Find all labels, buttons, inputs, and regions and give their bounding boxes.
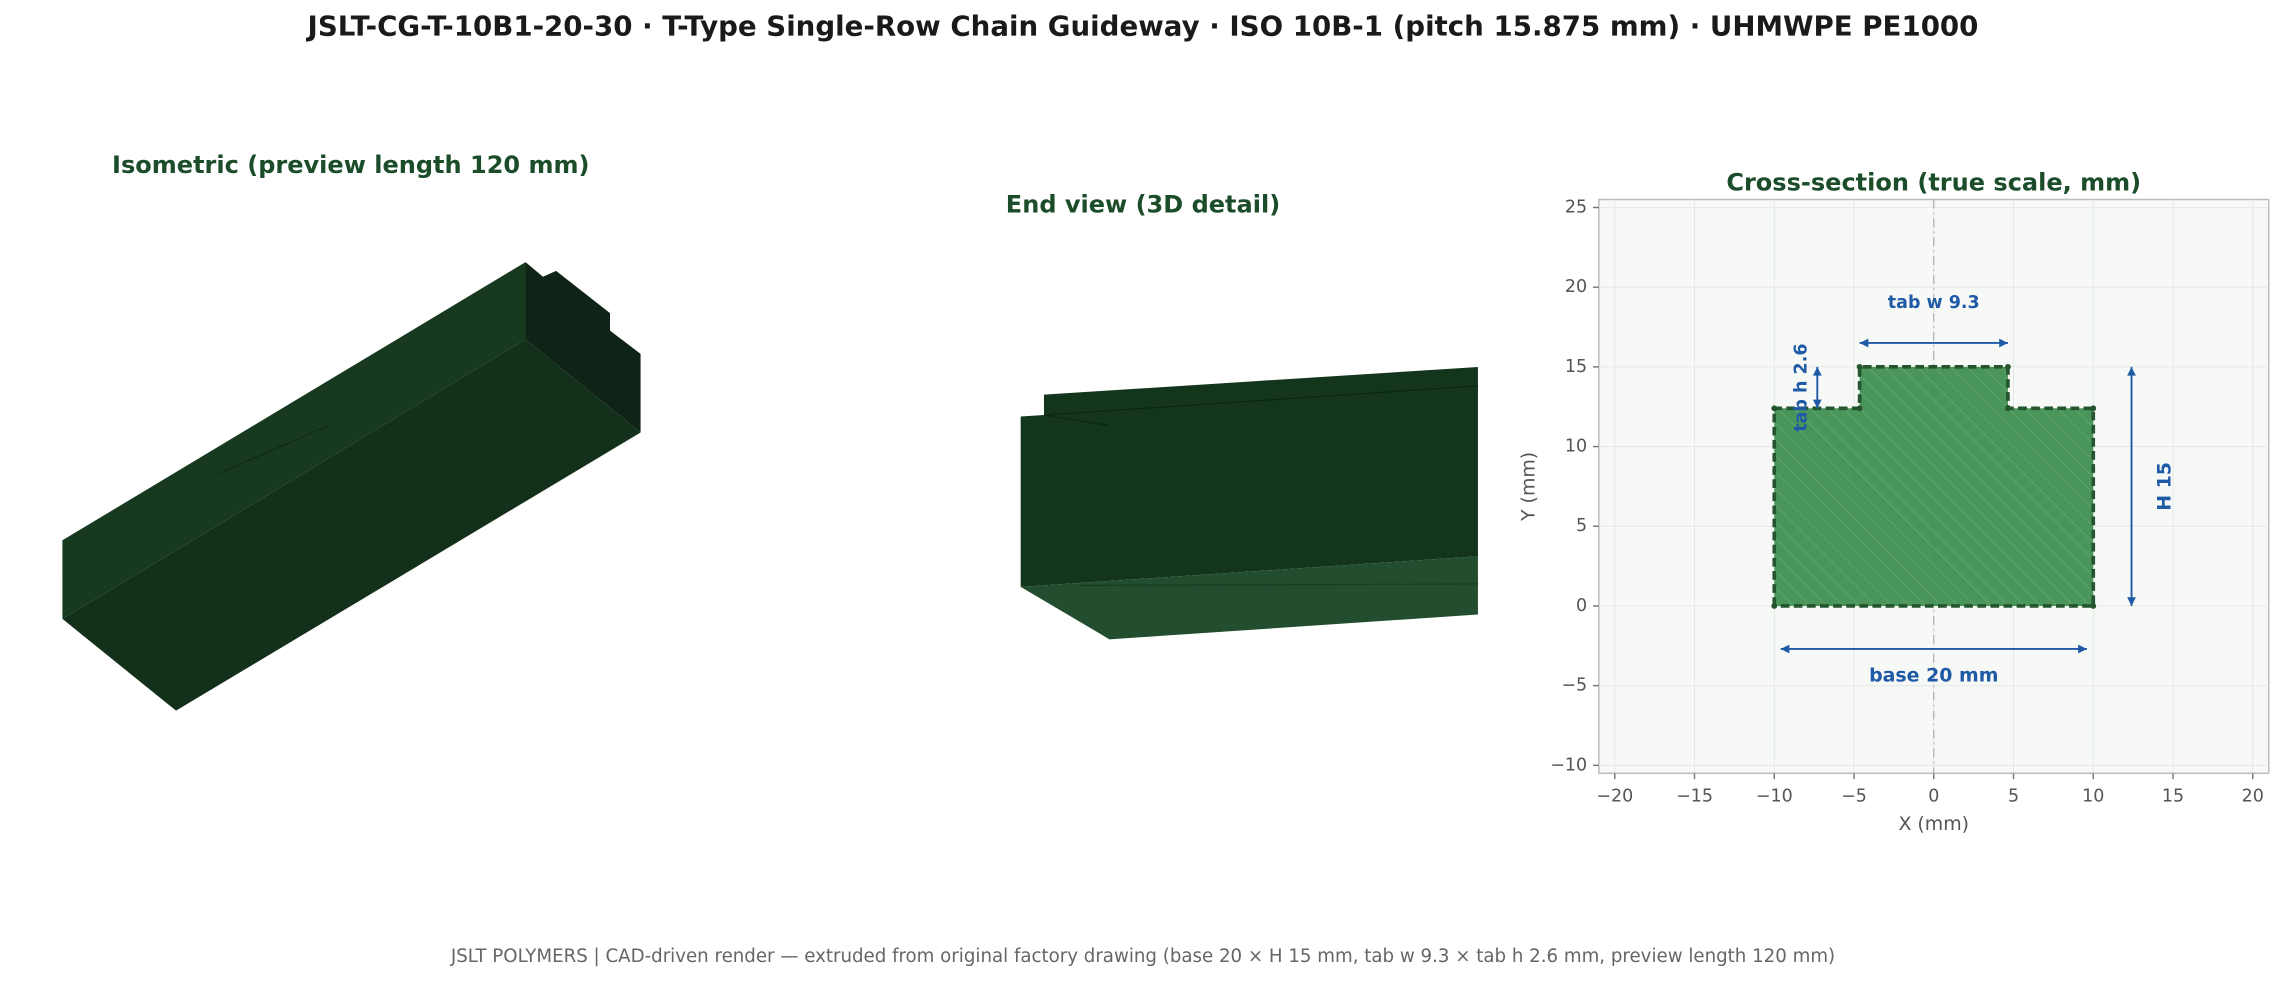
x-tick-label: 0 (1928, 787, 1939, 807)
arrow-head (2078, 644, 2087, 654)
x-tick-label: 20 (2242, 787, 2264, 807)
arrow-head (1859, 338, 1869, 348)
arrow-head (2127, 366, 2136, 376)
section-hatch (1774, 366, 2094, 606)
vertex (2005, 363, 2011, 370)
panel-title: End view (3D detail) (1006, 190, 1280, 218)
vertex (2005, 405, 2011, 412)
chart-title: Cross-section (true scale, mm) (1726, 168, 2141, 196)
dimension-label: base 20 mm (1869, 665, 1998, 687)
arrow-head (1812, 399, 1822, 409)
vertex (2090, 603, 2097, 609)
x-tick-label: 5 (2008, 787, 2019, 807)
arrow-head (1780, 644, 1790, 654)
vertex (1771, 405, 1778, 412)
isometric-render (62, 262, 641, 711)
vertex (1856, 405, 1863, 412)
end-view-render (1020, 366, 1478, 640)
y-tick-label: 20 (1565, 277, 1587, 297)
cross-section-chart: Cross-section (true scale, mm) X (mm) Y … (1517, 168, 2270, 835)
arrow-head (1999, 338, 2008, 348)
arrow-head (1812, 366, 1822, 376)
y-axis-label: Y (mm) (1517, 452, 1539, 522)
x-tick-label: −5 (1841, 787, 1867, 807)
x-axis-label: X (mm) (1898, 813, 1969, 835)
dimension-label: H 15 (2153, 462, 2175, 511)
y-tick-label: −5 (1561, 676, 1587, 696)
y-tick-label: 15 (1565, 357, 1587, 377)
y-tick-label: 10 (1565, 437, 1587, 457)
vertex (1856, 363, 1863, 370)
vertex (1771, 603, 1778, 609)
y-tick-label: 0 (1576, 596, 1587, 616)
arrow-head (2127, 597, 2136, 606)
x-tick-label: 15 (2162, 787, 2184, 807)
y-tick-label: 5 (1576, 516, 1587, 536)
x-tick-label: −15 (1676, 787, 1713, 807)
vertex (2090, 405, 2097, 412)
y-tick-label: 25 (1565, 197, 1587, 217)
figure-title: JSLT-CG-T-10B1-20-30 · T-Type Single-Row… (306, 10, 1979, 43)
dimension-label: tab h 2.6 (1791, 343, 1811, 431)
dimension-label: tab w 9.3 (1888, 293, 1980, 313)
y-tick-label: −10 (1550, 755, 1587, 775)
x-tick-label: 10 (2082, 787, 2104, 807)
x-tick-label: −10 (1756, 787, 1793, 807)
x-tick-label: −20 (1596, 787, 1633, 807)
panel-title: Isometric (preview length 120 mm) (112, 151, 589, 179)
footer: JSLT POLYMERS | CAD-driven render — extr… (450, 946, 1835, 967)
